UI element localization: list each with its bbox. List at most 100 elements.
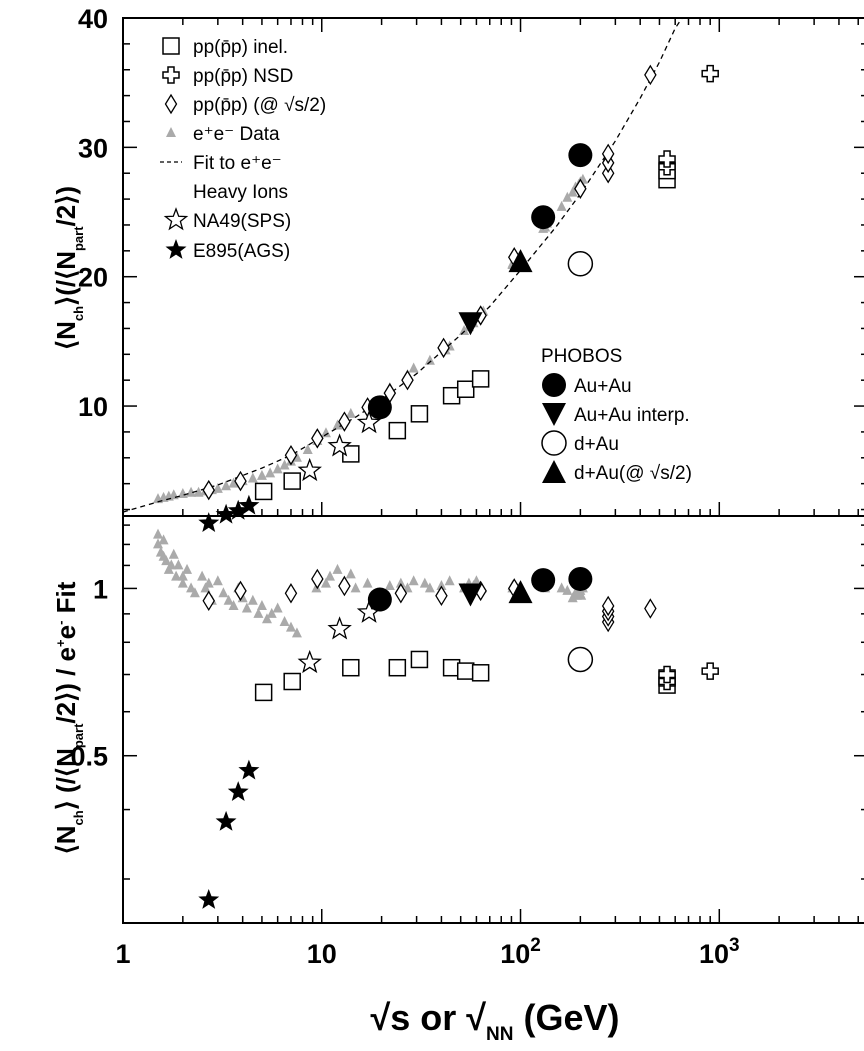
bottom-point-gray-triangle (166, 559, 177, 570)
top-y-tick-label: 20 (78, 263, 108, 293)
bottom-point-square (471, 664, 490, 682)
top-y-tick-label: 30 (78, 133, 108, 163)
bottom-point-filled-star (238, 759, 260, 780)
bottom-panel-frame (122, 515, 864, 924)
legend-label: pp(p̄p) inel. (193, 37, 288, 58)
bottom-panel-plot (153, 528, 719, 909)
legend-label: pp(p̄p) NSD (193, 66, 293, 87)
top-point-filled-circle (568, 143, 593, 168)
bottom-point-gray-triangle (320, 577, 331, 588)
bottom-y-tick-label: 1 (93, 574, 108, 604)
legend-marker-open-circle (541, 430, 567, 456)
legend-label: Au+Au (574, 376, 632, 397)
bottom-point-filled-star (198, 889, 220, 909)
top-point-open-circle (567, 251, 594, 277)
bottom-point-gray-triangle (186, 582, 197, 593)
bottom-point-filled-circle (568, 566, 593, 591)
legend-marker-gray-triangle (166, 127, 176, 137)
bottom-point-gray-triangle (562, 584, 573, 595)
bottom-point-diamond (435, 585, 448, 607)
top-point-filled-star (227, 499, 249, 520)
top-point-diamond (338, 411, 351, 432)
top-point-diamond (437, 337, 450, 359)
bottom-point-gray-triangle (203, 577, 214, 588)
bottom-point-gray-triangle (182, 563, 193, 574)
top-point-diamond (234, 470, 247, 492)
top-point-filled-circle (531, 205, 556, 230)
legend-left: pp(p̄p) inel. pp(p̄p) NSD pp(p̄p) (@ √s/2)… (160, 37, 326, 262)
bottom-point-filled-star (215, 810, 237, 831)
top-point-square (410, 405, 429, 423)
bottom-point-open-star (297, 649, 322, 674)
bottom-point-gray-triangle (332, 563, 343, 574)
top-point-gray-triangle (567, 186, 578, 197)
bottom-point-gray-triangle (189, 587, 200, 598)
top-point-diamond (284, 444, 298, 466)
bottom-point-gray-triangle (285, 621, 296, 632)
legend-label: e⁺e⁻ Data (193, 124, 280, 145)
top-point-filled-star (215, 503, 237, 524)
legend-label: NA49(SPS) (193, 211, 291, 232)
top-point-gray-triangle (279, 459, 290, 470)
top-point-gray-triangle (228, 477, 239, 488)
top-point-gray-triangle (562, 191, 573, 202)
top-point-gray-triangle (345, 407, 356, 418)
legend-phobos-title: PHOBOS (541, 346, 622, 367)
top-point-gray-triangle (272, 463, 283, 474)
bottom-point-gray-triangle (171, 570, 182, 581)
bottom-point-gray-triangle (576, 589, 587, 600)
bottom-point-diamond (394, 583, 408, 604)
x-tick-label: 102 (500, 935, 541, 969)
bottom-point-open-star (327, 616, 352, 640)
top-point-gray-triangle (408, 362, 419, 373)
bottom-point-gray-triangle (291, 627, 302, 638)
bottom-point-gray-triangle (444, 575, 455, 586)
top-point-square (342, 445, 360, 463)
bottom-point-gray-triangle (228, 599, 239, 610)
bottom-point-diamond (311, 568, 324, 590)
top-point-gray-triangle (193, 486, 204, 497)
bottom-point-gray-triangle (419, 577, 430, 588)
legend-label: pp(p̄p) (@ √s/2) (193, 95, 326, 116)
top-point-gray-triangle (320, 427, 331, 438)
top-point-filled-up-triangle (508, 249, 533, 273)
top-point-filled-star (198, 512, 220, 532)
bottom-point-diamond (338, 575, 351, 597)
bottom-point-gray-triangle (350, 582, 361, 593)
legend-phobos: PHOBOS Au+Au Au+Au interp. d+Au d+Au(@ √s/2) (541, 346, 692, 484)
top-point-filled-circle (367, 395, 392, 420)
legend-label: Au+Au interp. (574, 405, 690, 426)
bottom-point-gray-triangle (279, 616, 290, 627)
legend-marker-filled-circle (542, 373, 566, 397)
top-point-filled-star (238, 494, 260, 515)
bottom-point-gray-triangle (247, 594, 258, 605)
legend-marker-open-star (163, 207, 189, 231)
x-tick-label: 103 (699, 935, 740, 969)
x-axis-title: √s or √NN (GeV) (370, 997, 619, 1045)
bottom-point-gray-triangle (345, 568, 356, 579)
bottom-point-gray-triangle (253, 607, 264, 618)
top-panel-frame (122, 17, 864, 517)
top-point-gray-triangle (302, 444, 313, 455)
top-y-tick-label: 40 (78, 4, 108, 34)
top-point-gray-triangle (256, 469, 267, 480)
legend-heavy-ions-title: Heavy Ions (193, 182, 288, 203)
bottom-point-square (456, 662, 475, 680)
bottom-point-filled-up-triangle (508, 580, 533, 604)
bottom-point-cross (658, 665, 676, 684)
legend-marker-diamond (164, 93, 178, 115)
bottom-point-gray-triangle (241, 602, 252, 613)
bottom-point-gray-triangle (324, 570, 335, 581)
bottom-point-square (410, 650, 429, 669)
bottom-point-diamond (202, 590, 216, 612)
bottom-point-gray-triangle (153, 538, 164, 549)
top-y-tick-label: 10 (78, 392, 108, 422)
bottom-point-gray-triangle (218, 587, 229, 598)
top-point-open-star (327, 433, 352, 457)
bottom-point-gray-triangle (161, 555, 172, 566)
bottom-point-filled-circle (531, 568, 556, 593)
top-point-filled-down-triangle (458, 312, 483, 336)
bottom-point-gray-triangle (556, 582, 567, 593)
legend-label: d+Au(@ √s/2) (574, 463, 692, 484)
